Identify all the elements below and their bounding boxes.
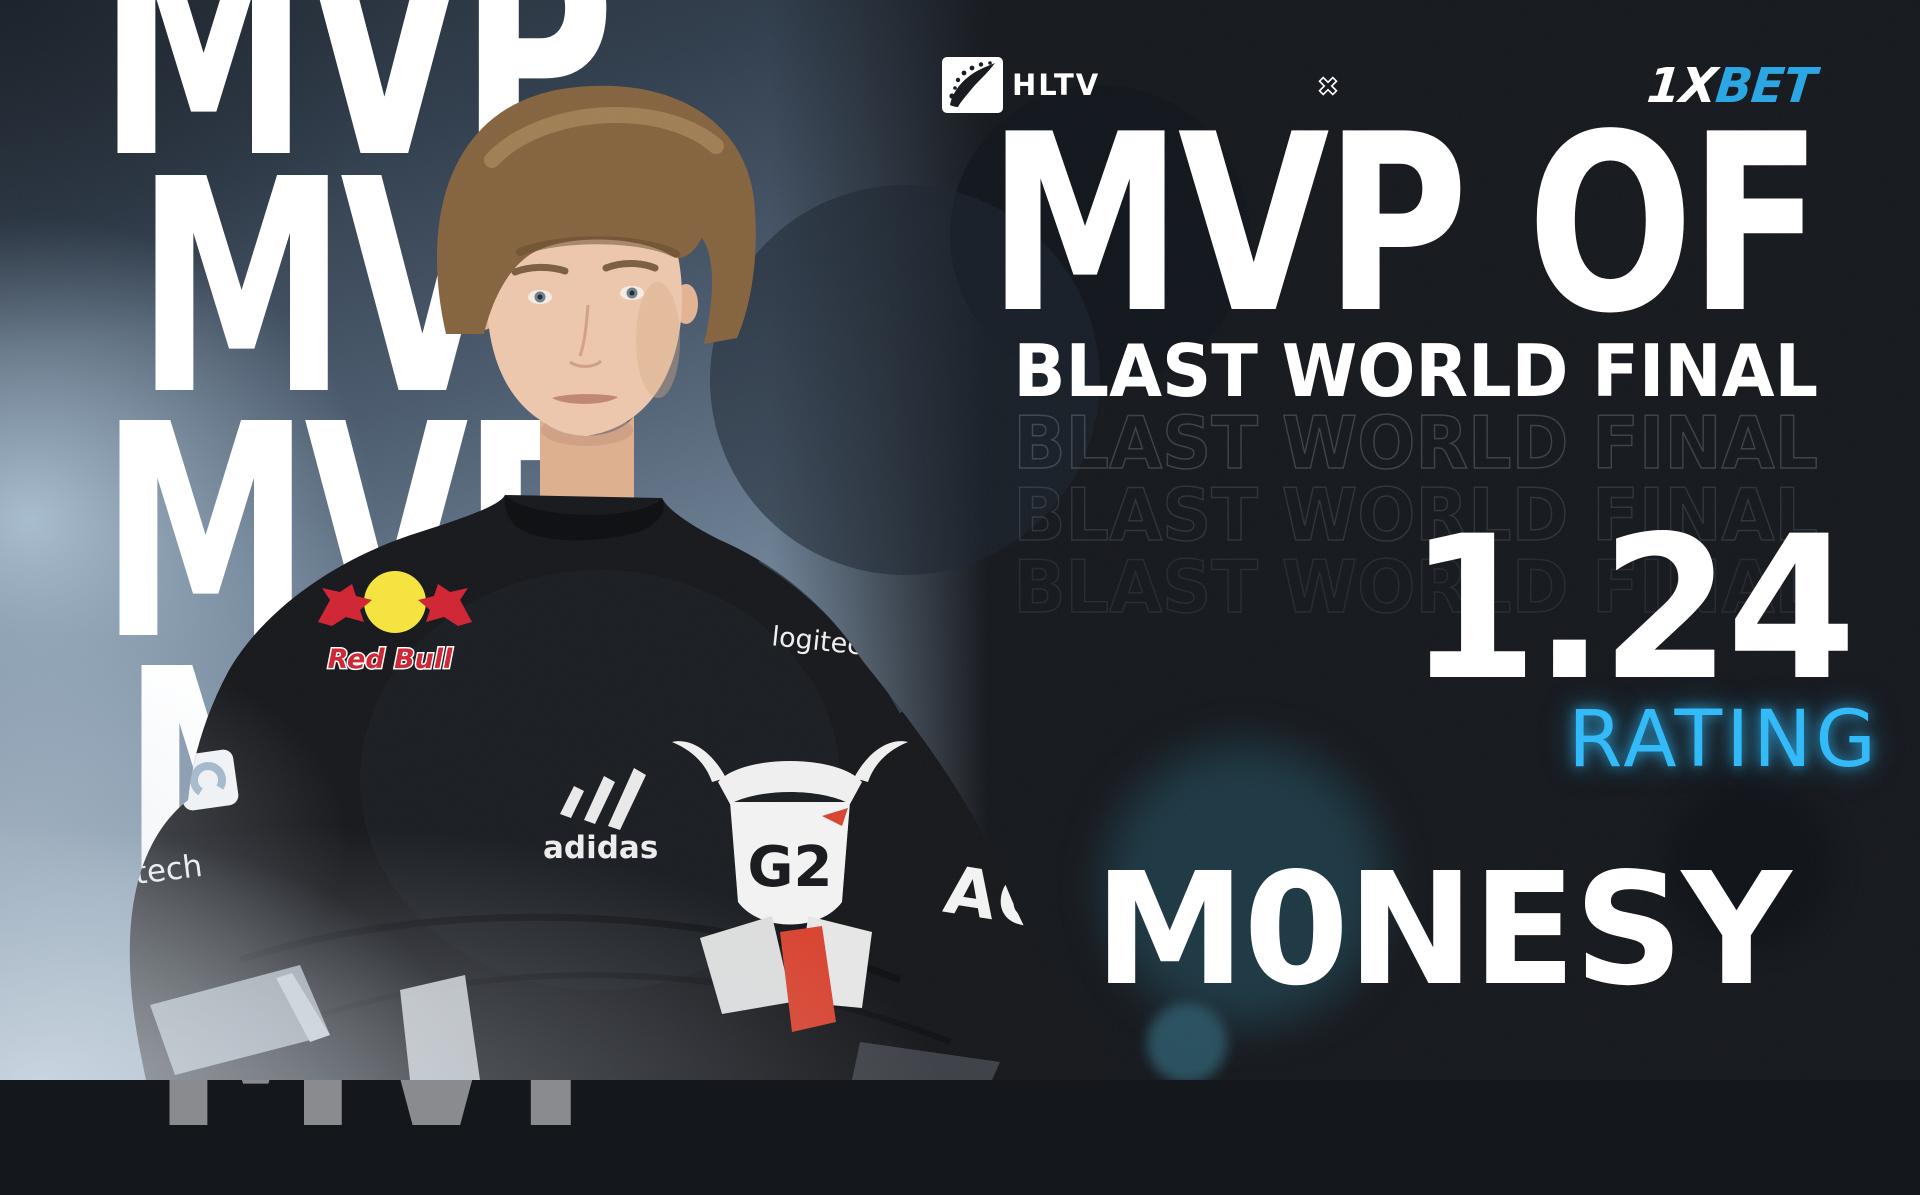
title-event-name: BLAST WORLD FINAL (1013, 329, 1818, 413)
rating-label: RATING (1568, 695, 1880, 785)
poster-canvas: { "header": { "hltv_label": "HLTV", "sep… (0, 0, 1920, 1171)
watermark-mvp-row-5: MVP (150, 851, 667, 1195)
player-name: M0NESY (1094, 839, 1792, 1020)
ghost-title-line-1: BLAST WORLD FINAL (1013, 401, 1819, 485)
title-mvp-of: MVP OF (987, 82, 1823, 367)
rating-value: 1.24 (1408, 493, 1857, 724)
